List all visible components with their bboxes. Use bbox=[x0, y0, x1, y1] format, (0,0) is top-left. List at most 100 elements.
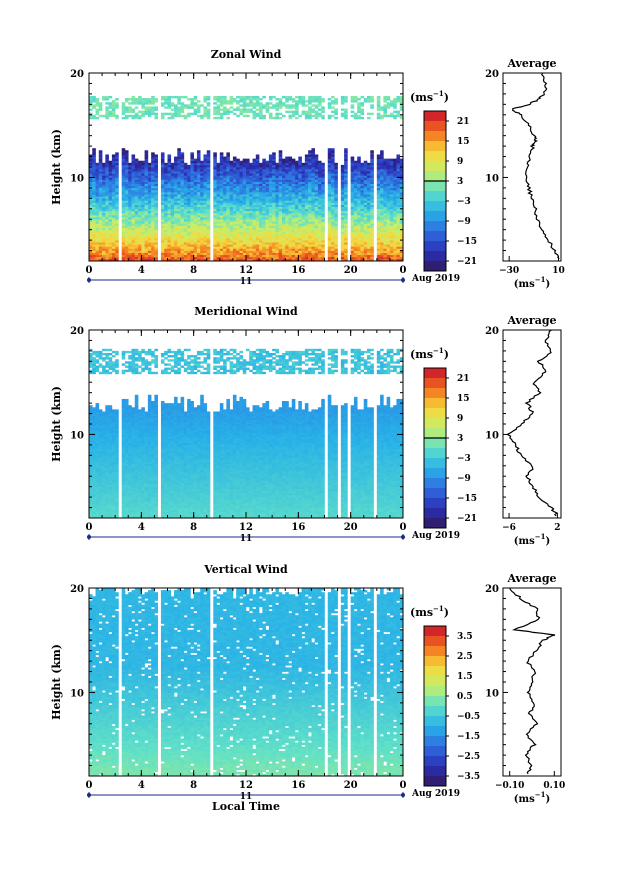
panel-title: Meridional Wind bbox=[194, 305, 298, 318]
average-line bbox=[510, 588, 555, 774]
average-y-tick-label: 20 bbox=[485, 584, 499, 595]
heatmap bbox=[89, 349, 403, 519]
colorbar-tick-label: 3 bbox=[457, 434, 463, 444]
colorbar-tick-label: −21 bbox=[457, 514, 477, 524]
colorbar-segment bbox=[424, 418, 446, 428]
x-tick-label: 4 bbox=[138, 522, 145, 533]
day-bar-dot bbox=[401, 793, 405, 797]
colorbar-segment bbox=[424, 191, 446, 201]
x-tick-label: 16 bbox=[291, 522, 305, 533]
x-tick-label: 8 bbox=[190, 522, 197, 533]
x-tick-label: 0 bbox=[400, 265, 407, 276]
x-tick-label: 16 bbox=[291, 780, 305, 791]
x-tick-label: 4 bbox=[138, 780, 145, 791]
average-x-label: (ms−1) bbox=[514, 275, 550, 290]
colorbar-tick-label: −0.5 bbox=[457, 712, 480, 722]
day-label: 11 bbox=[240, 277, 253, 287]
y-tick-label: 20 bbox=[70, 326, 84, 337]
colorbar-segment bbox=[424, 121, 446, 131]
colorbar-tick-label: 9 bbox=[457, 414, 463, 424]
x-tick-label: 8 bbox=[190, 265, 197, 276]
day-label: 11 bbox=[240, 534, 253, 544]
y-tick-label: 10 bbox=[70, 688, 84, 699]
average-x-tick-label: 0.10 bbox=[543, 781, 565, 791]
panel-title: Zonal Wind bbox=[211, 48, 282, 61]
y-axis-label: Height (km) bbox=[50, 386, 63, 462]
average-y-tick-label: 20 bbox=[485, 69, 499, 80]
colorbar-segment bbox=[424, 666, 446, 676]
average-y-tick-label: 20 bbox=[485, 326, 499, 337]
colorbar-segment bbox=[424, 646, 446, 656]
average-x-label: (ms−1) bbox=[514, 532, 550, 547]
colorbar-segment bbox=[424, 231, 446, 241]
x-tick-label: 12 bbox=[239, 265, 253, 276]
colorbar-tick-label: −21 bbox=[457, 257, 477, 267]
colorbar-segment bbox=[424, 518, 446, 528]
average-y-tick-label: 10 bbox=[485, 173, 499, 184]
colorbar-unit: (ms−1) bbox=[410, 604, 449, 619]
x-tick-label: 20 bbox=[344, 780, 358, 791]
colorbar-segment bbox=[424, 398, 446, 408]
colorbar-segment bbox=[424, 211, 446, 221]
colorbar-tick-label: −9 bbox=[457, 474, 471, 484]
colorbar-tick-label: −9 bbox=[457, 217, 471, 227]
colorbar-segment bbox=[424, 261, 446, 271]
average-title: Average bbox=[506, 314, 556, 327]
colorbar-segment bbox=[424, 408, 446, 418]
average-line bbox=[507, 330, 557, 516]
heatmap bbox=[89, 588, 403, 776]
colorbar-segment bbox=[424, 468, 446, 478]
colorbar-segment bbox=[424, 378, 446, 388]
x-tick-label: 0 bbox=[86, 780, 93, 791]
x-tick-label: 12 bbox=[239, 522, 253, 533]
colorbar-tick-label: −3 bbox=[457, 454, 471, 464]
colorbar-tick-label: 21 bbox=[457, 374, 470, 384]
colorbar-segment bbox=[424, 676, 446, 686]
colorbar-segment bbox=[424, 201, 446, 211]
colorbar-segment bbox=[424, 736, 446, 746]
colorbar-tick-label: −3.5 bbox=[457, 772, 480, 782]
average-x-tick-label: 10 bbox=[552, 266, 565, 276]
colorbar-tick-label: −15 bbox=[457, 494, 477, 504]
colorbar-segment bbox=[424, 696, 446, 706]
colorbar-segment bbox=[424, 776, 446, 786]
average-x-tick-label: −0.10 bbox=[495, 781, 524, 791]
colorbar-tick-label: 1.5 bbox=[457, 672, 473, 682]
colorbar-segment bbox=[424, 686, 446, 696]
x-tick-label: 20 bbox=[344, 265, 358, 276]
colorbar-segment bbox=[424, 251, 446, 261]
x-tick-label: 4 bbox=[138, 265, 145, 276]
colorbar-segment bbox=[424, 241, 446, 251]
date-label: Aug 2019 bbox=[411, 531, 460, 541]
day-bar-dot bbox=[401, 278, 405, 282]
panel-title: Vertical Wind bbox=[203, 563, 288, 576]
x-tick-label: 8 bbox=[190, 780, 197, 791]
y-tick-label: 10 bbox=[70, 173, 84, 184]
colorbar-tick-label: 9 bbox=[457, 157, 463, 167]
colorbar-tick-label: 15 bbox=[457, 137, 470, 147]
colorbar-segment bbox=[424, 656, 446, 666]
x-tick-label: 16 bbox=[291, 265, 305, 276]
date-label: Aug 2019 bbox=[411, 789, 460, 799]
colorbar-segment bbox=[424, 756, 446, 766]
average-x-tick-label: −6 bbox=[502, 523, 516, 533]
colorbar-unit: (ms−1) bbox=[410, 89, 449, 104]
colorbar-segment bbox=[424, 726, 446, 736]
colorbar-segment bbox=[424, 438, 446, 448]
colorbar-segment bbox=[424, 161, 446, 171]
colorbar-segment bbox=[424, 428, 446, 438]
colorbar-tick-label: 21 bbox=[457, 117, 470, 127]
y-tick-label: 20 bbox=[70, 584, 84, 595]
average-y-tick-label: 10 bbox=[485, 430, 499, 441]
colorbar-tick-label: −3 bbox=[457, 197, 471, 207]
average-title: Average bbox=[506, 57, 556, 70]
y-tick-label: 10 bbox=[70, 430, 84, 441]
colorbar-segment bbox=[424, 171, 446, 181]
average-line bbox=[513, 73, 560, 259]
